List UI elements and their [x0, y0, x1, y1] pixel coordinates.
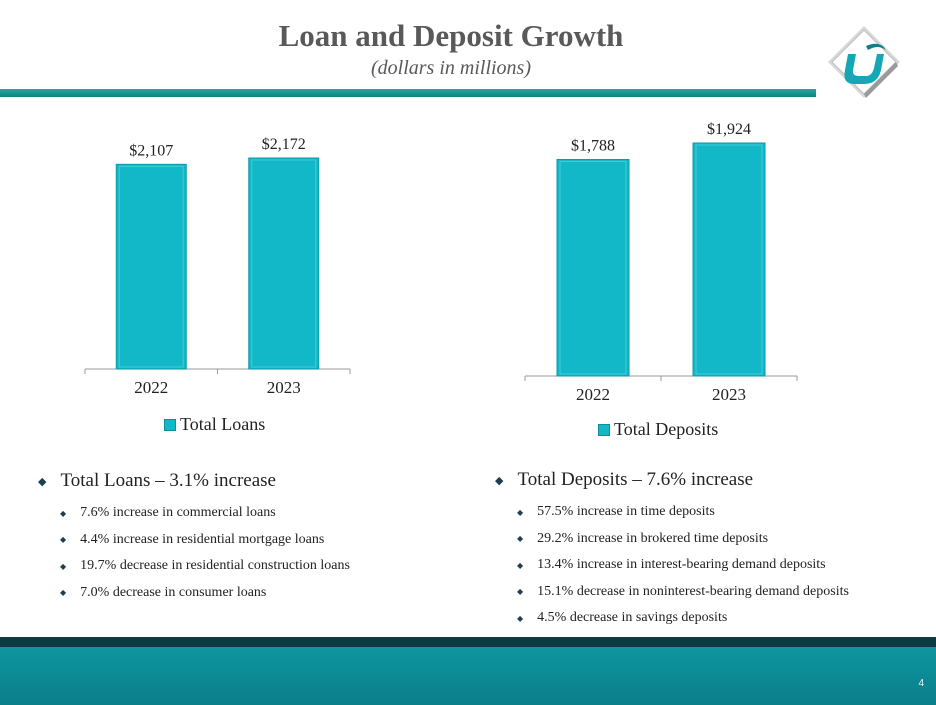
loans-legend: Total Loans: [164, 414, 265, 435]
loans-chart: $2,107 2022 $2,172 2023: [60, 110, 390, 400]
diamond-bullet-icon: ◆: [517, 560, 524, 570]
list-item: ◆ 4.5% decrease in savings deposits: [517, 605, 849, 632]
list-item-text: 57.5% increase in time deposits: [537, 504, 715, 520]
footer-divider: [0, 637, 936, 647]
loans-bar-bevel: [251, 159, 317, 368]
deposits-summary: ◆ Total Deposits – 7.6% increase ◆ 57.5% …: [495, 469, 849, 632]
diamond-bullet-icon: ◆: [60, 561, 67, 571]
loans-bar-2023: [248, 157, 320, 370]
list-item: ◆ 4.4% increase in residential mortgage l…: [60, 527, 350, 554]
deposits-value-label: $1,924: [707, 121, 751, 138]
deposits-bar-2022: [556, 158, 630, 377]
list-item: ◆ 57.5% increase in time deposits: [517, 499, 849, 526]
loans-category-label: 2023: [267, 378, 301, 397]
legend-label-loans: Total Loans: [180, 414, 266, 434]
loans-heading-text: Total Loans – 3.1% increase: [60, 470, 276, 491]
deposits-value-label: $1,788: [571, 137, 615, 154]
page-title: Loan and Deposit Growth: [278, 18, 624, 53]
deposits-category-label: 2023: [712, 385, 746, 404]
diamond-bullet-icon: ◆: [60, 535, 67, 545]
legend-swatch-deposits: [598, 423, 610, 436]
loans-value-label: $2,172: [262, 136, 306, 153]
deposits-bar-2023: [692, 142, 766, 377]
list-item-text: 4.5% decrease in savings deposits: [537, 610, 728, 626]
list-item-text: 4.4% increase in residential mortgage lo…: [80, 531, 325, 547]
loans-value-label: $2,107: [129, 142, 173, 159]
deposits-bar-bevel: [559, 160, 627, 375]
loans-summary: ◆ Total Loans – 3.1% increase ◆ 7.6% incr…: [38, 470, 350, 606]
diamond-bullet-icon: ◆: [517, 534, 524, 544]
loans-bar-bevel: [118, 165, 184, 368]
bank-logo-icon: [828, 26, 900, 98]
footer-band: [0, 647, 936, 705]
loans-bar-2022: [115, 163, 187, 370]
list-item: ◆ 13.4% increase in interest-bearing dema…: [517, 552, 849, 579]
list-item: ◆ 7.0% decrease in consumer loans: [60, 580, 350, 607]
page-subtitle: (dollars in millions): [370, 57, 531, 79]
list-item: ◆ 7.6% increase in commercial loans: [60, 500, 350, 527]
deposits-bar-bevel: [695, 144, 763, 375]
loans-summary-heading: ◆ Total Loans – 3.1% increase: [38, 470, 350, 492]
list-item-text: 7.6% increase in commercial loans: [80, 505, 276, 521]
diamond-bullet-icon: ◆: [517, 613, 524, 623]
deposits-category-label: 2022: [576, 385, 610, 404]
deposits-heading-text: Total Deposits – 7.6% increase: [517, 469, 754, 490]
loans-chart-plot: $2,107 2022 $2,172 2023: [84, 136, 351, 397]
legend-swatch-loans: [164, 418, 176, 431]
deposits-chart: $1,788 2022 $1,924 2023: [500, 110, 830, 405]
list-item-text: 29.2% increase in brokered time deposits: [537, 530, 769, 546]
diamond-bullet-icon: ◆: [38, 475, 47, 488]
list-item-text: 7.0% decrease in consumer loans: [80, 584, 267, 600]
list-item-text: 19.7% decrease in residential constructi…: [80, 558, 350, 574]
diamond-bullet-icon: ◆: [60, 508, 67, 518]
deposits-chart-plot: $1,788 2022 $1,924 2023: [524, 121, 798, 404]
title-divider: [0, 89, 816, 97]
list-item-text: 13.4% increase in interest-bearing deman…: [537, 557, 826, 573]
deposits-summary-heading: ◆ Total Deposits – 7.6% increase: [495, 469, 849, 491]
page-number: 4: [918, 678, 924, 689]
diamond-bullet-icon: ◆: [517, 507, 524, 517]
legend-label-deposits: Total Deposits: [614, 419, 719, 439]
list-item: ◆ 29.2% increase in brokered time deposit…: [517, 526, 849, 553]
diamond-bullet-icon: ◆: [60, 588, 67, 598]
deposits-legend: Total Deposits: [598, 419, 718, 440]
diamond-bullet-icon: ◆: [517, 587, 524, 597]
list-item-text: 15.1% decrease in noninterest-bearing de…: [537, 583, 849, 599]
loans-category-label: 2022: [134, 378, 168, 397]
list-item: ◆ 19.7% decrease in residential construct…: [60, 553, 350, 580]
diamond-bullet-icon: ◆: [495, 474, 504, 487]
list-item: ◆ 15.1% decrease in noninterest-bearing d…: [517, 579, 849, 606]
